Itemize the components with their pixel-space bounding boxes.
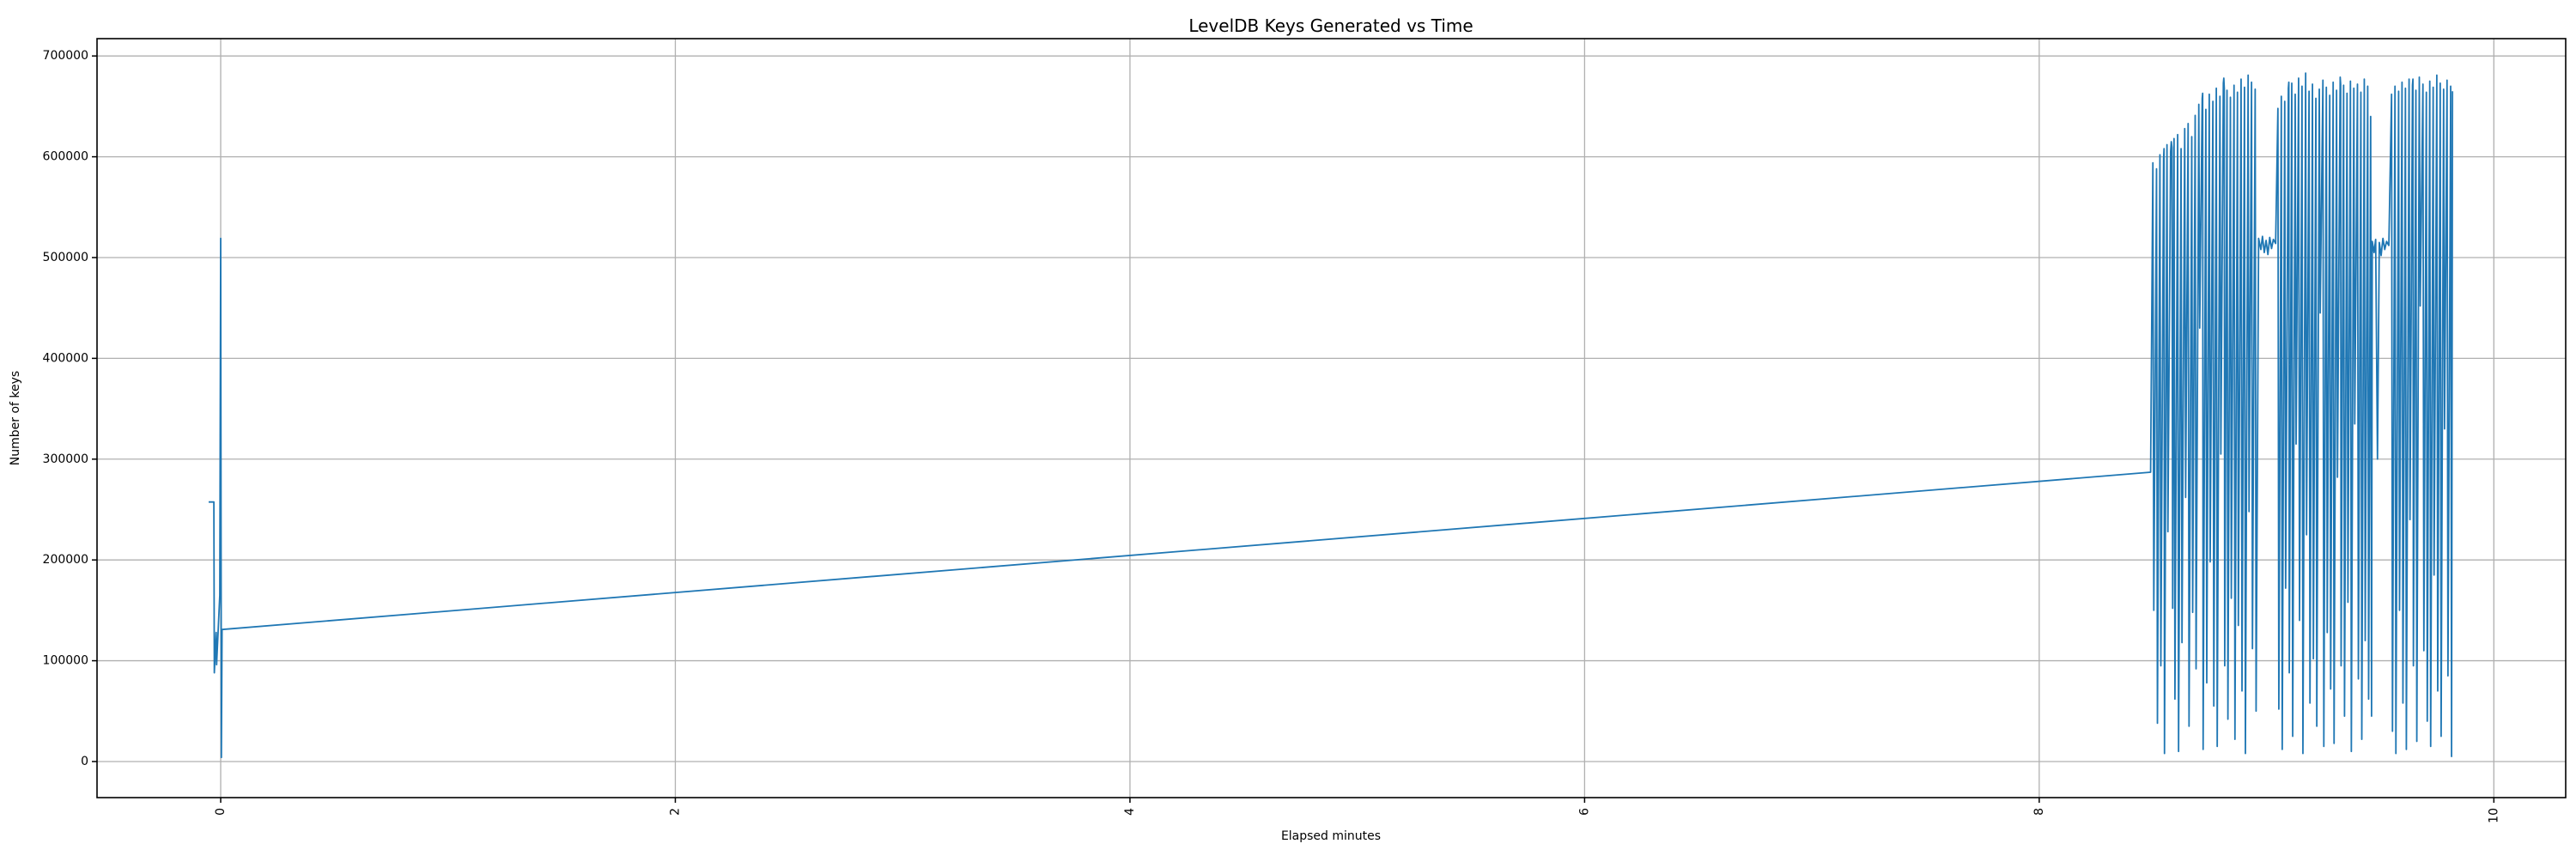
y-tick-label: 700000 [43, 49, 88, 63]
y-tick-label: 300000 [43, 452, 88, 466]
x-axis-label: Elapsed minutes [1281, 829, 1381, 843]
y-tick-label: 400000 [43, 351, 88, 365]
chart-title: LevelDB Keys Generated vs Time [1188, 15, 1473, 36]
x-tick-label: 2 [668, 808, 682, 816]
tick-marks-and-labels: 0 2 4 6 8 10 0 100000 200000 300000 400000 500000 60… [43, 49, 2501, 823]
x-tick-label: 4 [1123, 808, 1137, 816]
x-tick-label: 0 [214, 808, 228, 816]
series-keys-generated [208, 72, 2454, 759]
y-tick-label: 200000 [43, 553, 88, 567]
x-tick-label: 10 [2487, 808, 2500, 823]
plot-border [96, 38, 2567, 798]
y-tick-label: 100000 [43, 654, 88, 668]
y-tick-label: 500000 [43, 251, 88, 264]
y-axis-label: Number of keys [9, 371, 22, 465]
x-tick-label: 6 [1577, 808, 1591, 816]
y-tick-label: 600000 [43, 150, 88, 164]
y-tick-label: 0 [81, 755, 88, 768]
data-line-layer [208, 72, 2454, 759]
axes-spines [96, 38, 2567, 798]
x-tick-label: 8 [2032, 808, 2046, 816]
